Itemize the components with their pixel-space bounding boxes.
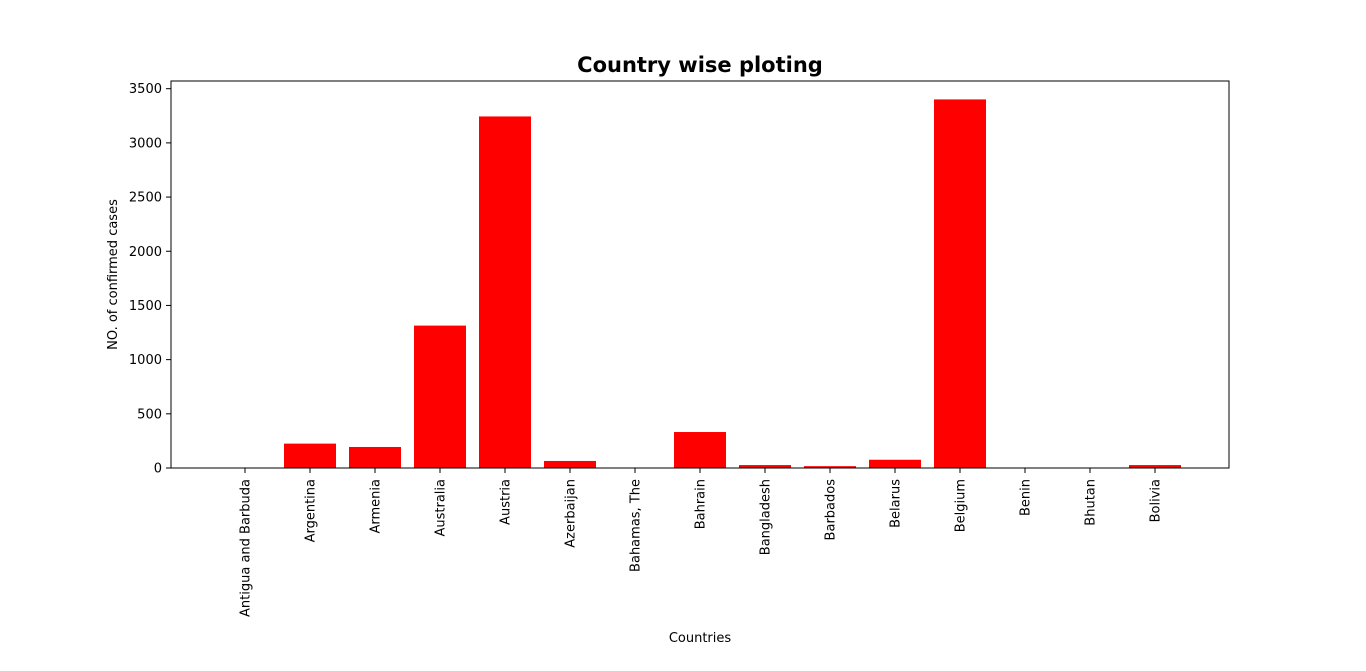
- x-tick-label: Australia: [434, 479, 449, 537]
- y-tick-label: 3500: [129, 82, 162, 97]
- y-tick-label: 2500: [129, 191, 162, 206]
- bar: [934, 99, 986, 469]
- x-tick-label: Belarus: [889, 479, 904, 528]
- x-tick-label: Bahrain: [694, 479, 709, 529]
- bar: [479, 116, 531, 468]
- x-tick-label: Antigua and Barbuda: [239, 479, 254, 617]
- y-axis-label: NO. of confirmed cases: [106, 199, 121, 350]
- y-tick-label: 500: [137, 407, 162, 422]
- x-tick-label: Barbados: [824, 479, 839, 541]
- x-axis-label: Countries: [669, 631, 732, 646]
- x-tick-label: Bahamas, The: [629, 479, 644, 572]
- y-tick-label: 3000: [129, 136, 162, 151]
- x-tick-label: Benin: [1019, 479, 1034, 516]
- x-tick-label: Bangladesh: [759, 479, 774, 555]
- bar: [804, 466, 856, 468]
- x-tick-label: Belgium: [954, 479, 969, 532]
- bar: [869, 459, 921, 468]
- bar: [674, 432, 726, 468]
- bar: [414, 325, 466, 468]
- bar: [739, 465, 791, 468]
- x-tick-label: Bhutan: [1084, 479, 1099, 526]
- bar: [349, 446, 401, 468]
- x-axis: Antigua and Barbuda Argentina Armenia Austr…: [239, 468, 1164, 617]
- bars-group: [219, 99, 1181, 469]
- bar: [544, 460, 596, 468]
- x-tick-label: Armenia: [369, 479, 384, 534]
- plot-frame: [170, 80, 1230, 469]
- y-axis: 0 500 1000 1500 2000 2500 3000 3500: [129, 82, 171, 477]
- chart-title: Country wise ploting: [577, 53, 823, 77]
- x-tick-label: Azerbaijan: [564, 479, 579, 548]
- bar: [284, 443, 336, 468]
- x-tick-label: Austria: [499, 479, 514, 525]
- x-tick-label: Bolivia: [1149, 479, 1164, 522]
- bar: [1129, 465, 1181, 468]
- y-tick-label: 2000: [129, 245, 162, 260]
- y-tick-label: 0: [154, 462, 162, 477]
- y-tick-label: 1000: [129, 353, 162, 368]
- y-tick-label: 1500: [129, 299, 162, 314]
- x-tick-label: Argentina: [304, 479, 319, 542]
